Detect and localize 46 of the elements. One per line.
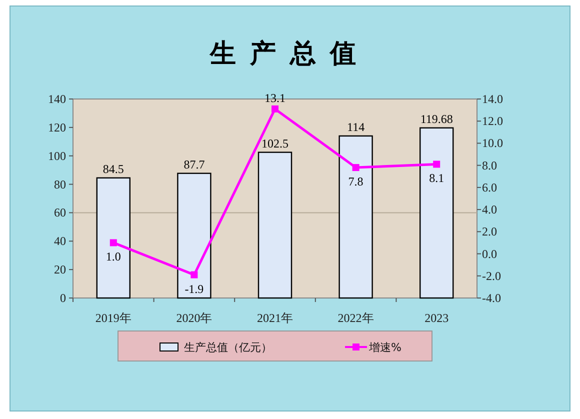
data-label: 114 (347, 120, 365, 134)
point (190, 271, 198, 278)
x-tick-label: 2023 (424, 311, 449, 325)
data-label: 84.5 (102, 162, 124, 176)
x-tick-label: 2022年 (338, 311, 374, 325)
point (272, 105, 278, 112)
data-label: 13.1 (264, 90, 286, 105)
x-tick-label: 2020年 (176, 311, 212, 325)
y2-tick-label: 14.0 (482, 92, 503, 106)
point (110, 239, 117, 246)
data-label: 8.1 (429, 171, 444, 186)
x-tick-label: 2019年 (95, 311, 132, 325)
y-tick-label: 60 (54, 206, 66, 220)
y-tick-label: 80 (54, 177, 66, 192)
data-label: 119.68 (420, 112, 453, 126)
y-tick-label: 20 (54, 262, 66, 277)
point (352, 164, 360, 172)
data-label: 87.7 (184, 157, 205, 172)
legend-label: 增速% (368, 341, 402, 354)
bar (177, 172, 212, 299)
bar (338, 135, 373, 299)
y2-tick-label: 0.0 (482, 246, 497, 261)
y2-tick-label: 2.0 (482, 224, 497, 239)
y2-tick-label: 12.0 (482, 114, 503, 128)
x-tick-label: 2021年 (257, 311, 293, 325)
data-label: 7.8 (348, 174, 364, 189)
chart-title: 生产总值 (209, 39, 370, 69)
point (433, 160, 440, 168)
y2-tick-label: -4.0 (482, 291, 501, 305)
y2-tick-label: 4.0 (482, 202, 497, 217)
bar (96, 177, 130, 299)
y2-tick-label: 10.0 (482, 136, 503, 150)
y2-tick-label: 8.0 (482, 158, 497, 172)
y-tick-label: 40 (54, 234, 66, 248)
y-tick-label: 0 (60, 291, 66, 305)
data-label: 1.0 (106, 250, 121, 264)
legend-label: 生产总值（亿元） (184, 341, 272, 354)
data-label: -1.9 (184, 282, 204, 296)
bar (420, 127, 454, 299)
y2-tick-label: 6.0 (482, 180, 497, 194)
y-tick-label: 140 (48, 92, 66, 106)
y2-tick-label: -2.0 (482, 268, 501, 283)
data-label: 102.5 (262, 136, 288, 150)
bar (258, 152, 292, 299)
y-tick-label: 100 (48, 148, 66, 163)
y-tick-label: 120 (48, 120, 66, 134)
